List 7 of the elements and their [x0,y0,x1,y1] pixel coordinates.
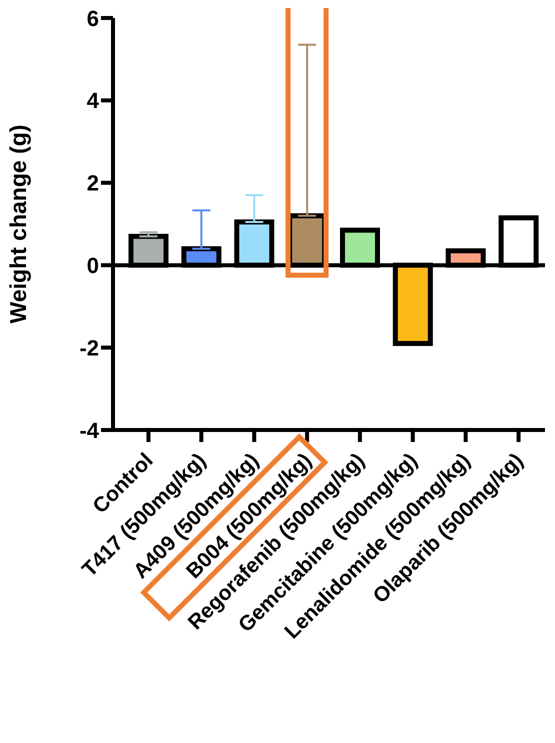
y-tick-label: 0 [86,253,99,278]
y-tick-label: 6 [86,6,99,31]
y-axis-title: Weight change (g) [5,124,32,324]
y-tick-label: -4 [79,418,100,443]
y-tick-label: 4 [86,88,100,114]
y-tick-label: -2 [79,335,99,360]
y-tick-label: 2 [86,170,99,196]
